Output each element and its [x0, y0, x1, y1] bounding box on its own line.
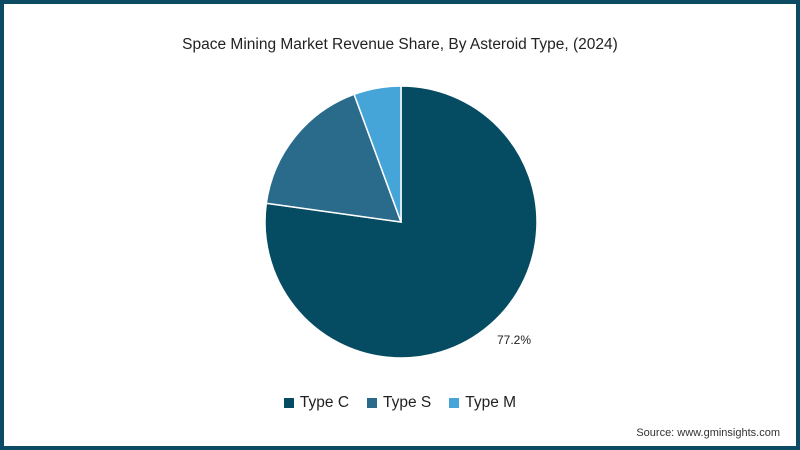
pie-slice-type-m: [353, 85, 402, 223]
legend-swatch-icon: [449, 398, 460, 408]
data-label-type-c: 77.2%: [497, 333, 532, 347]
source-note: Source: www.gminsights.com: [636, 427, 780, 439]
chart-title: Space Mining Market Revenue Share, By As…: [182, 36, 618, 53]
legend: Type C Type S Type M: [0, 394, 800, 412]
legend-item-type-s: Type S: [367, 394, 431, 412]
legend-label: Type M: [465, 394, 517, 411]
legend-label: Type S: [383, 394, 432, 411]
legend-label: Type C: [299, 394, 350, 411]
legend-item-type-c: Type C: [283, 394, 350, 412]
legend-swatch-icon: [283, 398, 294, 408]
pie-slice-type-s: [265, 93, 403, 223]
legend-item-type-m: Type M: [449, 394, 516, 412]
legend-swatch-icon: [367, 398, 378, 408]
